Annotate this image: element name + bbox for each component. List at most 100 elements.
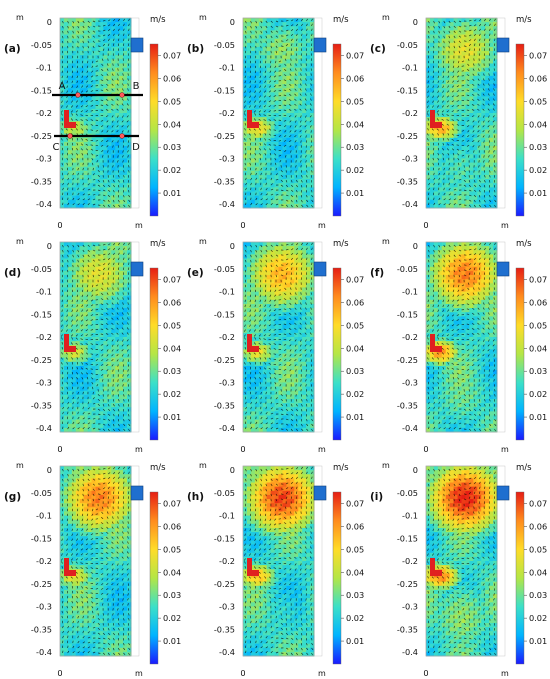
y-tick-label: -0.1 bbox=[36, 63, 52, 73]
y-tick-label: -0.2 bbox=[219, 108, 235, 118]
colorbar-tick-labels: 0.07 0.06 0.05 0.04 0.03 0.02 0.01 bbox=[158, 274, 181, 422]
colorbar-tick-label: 0.07 bbox=[529, 274, 547, 284]
y-tick-label: -0.35 bbox=[397, 624, 418, 634]
colorbar-tick-label: 0.06 bbox=[346, 297, 364, 307]
y-tick-label: -0.2 bbox=[402, 108, 418, 118]
colorbar-tick-label: 0.05 bbox=[346, 320, 364, 330]
colorbar-unit-label: m/s bbox=[516, 15, 532, 25]
panel-label: (c) bbox=[370, 43, 386, 55]
velocity-heatmap bbox=[426, 18, 498, 209]
x-axis-unit-label: m bbox=[318, 669, 326, 678]
colorbar-tick-label: 0.02 bbox=[163, 613, 181, 623]
inlet-block bbox=[313, 261, 327, 277]
colorbar-tick-label: 0.06 bbox=[529, 297, 547, 307]
inlet-block bbox=[130, 261, 144, 277]
velocity-heatmap bbox=[243, 18, 315, 209]
y-tick-label: -0.3 bbox=[402, 378, 418, 388]
line-endpoint-marker bbox=[67, 133, 73, 139]
outlet-nozzle bbox=[64, 110, 69, 124]
colorbar-tick-label: 0.02 bbox=[346, 165, 364, 175]
panel-d: mm0-0.05-0.1-0.15-0.2-0.25-0.3-0.35-0.40… bbox=[4, 237, 181, 454]
colorbar-tick-label: 0.01 bbox=[163, 636, 181, 646]
colorbar-tick-label: 0.03 bbox=[529, 366, 547, 376]
y-tick-label: -0.15 bbox=[31, 309, 52, 319]
outlet-nozzle bbox=[64, 558, 69, 572]
y-tick-label: -0.35 bbox=[397, 400, 418, 410]
colorbar-unit-label: m/s bbox=[516, 239, 532, 249]
y-tick-label: -0.25 bbox=[214, 355, 235, 365]
colorbar-tick-label: 0.06 bbox=[529, 521, 547, 531]
colorbar-tick-label: 0.06 bbox=[529, 73, 547, 83]
velocity-heatmap bbox=[60, 18, 132, 209]
y-tick-label: -0.1 bbox=[36, 511, 52, 521]
velocity-arrows bbox=[60, 242, 131, 432]
colorbar-tick-label: 0.04 bbox=[529, 567, 547, 577]
outlet-nozzle bbox=[430, 334, 435, 348]
panel-label: (e) bbox=[187, 267, 204, 279]
y-tick-label: -0.15 bbox=[397, 85, 418, 95]
colorbar-tick-label: 0.07 bbox=[163, 274, 181, 284]
panel-label: (d) bbox=[4, 267, 21, 279]
colorbar-tick-label: 0.04 bbox=[529, 343, 547, 353]
colorbar-tick-label: 0.01 bbox=[346, 188, 364, 198]
colorbar-tick-labels: 0.07 0.06 0.05 0.04 0.03 0.02 0.01 bbox=[158, 498, 181, 646]
y-tick-label: -0.15 bbox=[31, 85, 52, 95]
colorbar-tick-label: 0.03 bbox=[163, 142, 181, 152]
y-tick-label: -0.05 bbox=[214, 40, 235, 50]
colorbar-tick-label: 0.03 bbox=[346, 590, 364, 600]
colorbar-tick-label: 0.04 bbox=[346, 119, 364, 129]
panel-label: (i) bbox=[370, 491, 383, 503]
y-tick-label: -0.35 bbox=[214, 624, 235, 634]
outlet-nozzle bbox=[247, 110, 252, 124]
colorbar-tick-labels: 0.07 0.06 0.05 0.04 0.03 0.02 0.01 bbox=[524, 498, 547, 646]
y-tick-labels: 0 -0.05 -0.1 -0.15 -0.2 -0.25 -0.3 -0.35 -0.4 bbox=[31, 17, 52, 209]
colorbar-tick-labels: 0.07 0.06 0.05 0.04 0.03 0.02 0.01 bbox=[524, 274, 547, 422]
panel-f: mm0-0.05-0.1-0.15-0.2-0.25-0.3-0.35-0.40… bbox=[370, 237, 547, 454]
colorbar-unit-label: m/s bbox=[516, 463, 532, 473]
colorbar-tick-label: 0.01 bbox=[346, 636, 364, 646]
colorbar-tick-label: 0.01 bbox=[529, 636, 547, 646]
colorbar-tick-label: 0.06 bbox=[163, 297, 181, 307]
velocity-heatmap bbox=[243, 466, 315, 657]
y-tick-label: -0.15 bbox=[214, 533, 235, 543]
colorbar-tick-label: 0.03 bbox=[163, 590, 181, 600]
x-axis-unit-label: m bbox=[318, 445, 326, 454]
y-tick-label: -0.3 bbox=[36, 378, 52, 388]
colorbar-tick-labels: 0.07 0.06 0.05 0.04 0.03 0.02 0.01 bbox=[158, 50, 181, 198]
y-tick-label: -0.05 bbox=[31, 264, 52, 274]
y-tick-label: -0.15 bbox=[31, 533, 52, 543]
y-tick-label: -0.4 bbox=[402, 423, 418, 433]
x-tick-label: 0 bbox=[423, 444, 428, 454]
colorbar-tick-label: 0.02 bbox=[163, 389, 181, 399]
velocity-heatmap bbox=[60, 242, 132, 433]
velocity-heatmap bbox=[426, 466, 498, 657]
y-tick-label: -0.1 bbox=[219, 63, 235, 73]
colorbar-tick-label: 0.06 bbox=[163, 73, 181, 83]
inlet-block bbox=[496, 485, 510, 501]
colorbar-tick-label: 0.07 bbox=[163, 50, 181, 60]
colorbar-tick-label: 0.01 bbox=[346, 412, 364, 422]
panel-g: mm0-0.05-0.1-0.15-0.2-0.25-0.3-0.35-0.40… bbox=[4, 461, 181, 678]
y-tick-label: -0.15 bbox=[397, 533, 418, 543]
x-tick-label: 0 bbox=[423, 668, 428, 678]
y-tick-label: -0.2 bbox=[219, 332, 235, 342]
outlet-nozzle bbox=[430, 110, 435, 124]
y-tick-label: -0.25 bbox=[31, 131, 52, 141]
x-axis-unit-label: m bbox=[501, 221, 509, 230]
velocity-heatmap bbox=[60, 466, 132, 657]
colorbar bbox=[515, 43, 525, 217]
y-tick-label: -0.4 bbox=[219, 199, 235, 209]
y-tick-labels: 0 -0.05 -0.1 -0.15 -0.2 -0.25 -0.3 -0.35 -0.4 bbox=[397, 17, 418, 209]
inlet-block bbox=[496, 37, 510, 53]
y-tick-label: -0.3 bbox=[402, 154, 418, 164]
colorbar-tick-label: 0.06 bbox=[346, 73, 364, 83]
colorbar-tick-label: 0.04 bbox=[163, 567, 181, 577]
y-tick-label: 0 bbox=[413, 465, 418, 475]
colorbar-tick-label: 0.02 bbox=[529, 389, 547, 399]
colorbar-tick-label: 0.04 bbox=[163, 119, 181, 129]
y-tick-label: -0.2 bbox=[402, 332, 418, 342]
colorbar-tick-label: 0.04 bbox=[163, 343, 181, 353]
y-tick-label: -0.05 bbox=[397, 40, 418, 50]
y-tick-label: -0.35 bbox=[31, 176, 52, 186]
